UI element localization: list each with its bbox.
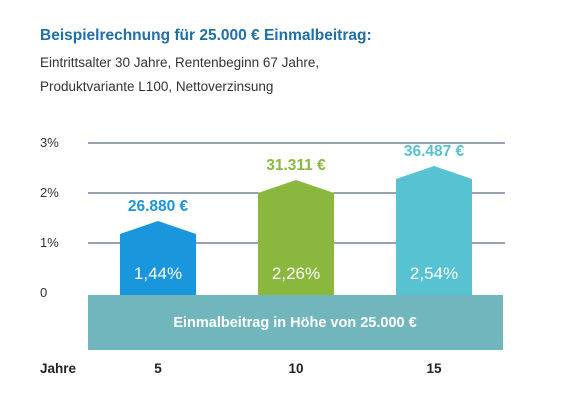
- bar-amount-label: 36.487 €: [404, 143, 465, 160]
- y-tick-label: 0: [40, 285, 47, 300]
- x-axis-title: Jahre: [40, 361, 77, 376]
- base-band-rect: [88, 295, 503, 350]
- bar-amount-label: 31.311 €: [266, 157, 326, 174]
- bar-15: [396, 166, 472, 295]
- bars: 1,44% 26.880 € 2,26% 31.311 € 2,54% 36.487 €: [120, 143, 472, 295]
- bar-amount-label: 26.880 €: [128, 198, 189, 215]
- x-tick-label: 15: [426, 361, 442, 376]
- bar-value-label: 1,44%: [134, 264, 182, 283]
- y-tick-label: 1%: [40, 235, 59, 250]
- x-axis: Jahre 5 10 15: [40, 361, 442, 376]
- y-tick-labels: 0 1% 2% 3%: [40, 135, 59, 300]
- x-tick-label: 5: [154, 361, 162, 376]
- bar-5: [120, 221, 196, 295]
- base-band-label: Einmalbeitrag in Höhe von 25.000 €: [173, 315, 416, 331]
- chart-title: Beispielrechnung für 25.000 € Einmalbeit…: [40, 27, 372, 44]
- subtitle-line-1: Eintrittsalter 30 Jahre, Rentenbeginn 67…: [40, 55, 320, 70]
- x-tick-label: 10: [288, 361, 303, 376]
- y-tick-label: 2%: [40, 185, 59, 200]
- bar-value-label: 2,26%: [272, 264, 320, 283]
- base-band: Einmalbeitrag in Höhe von 25.000 €: [88, 295, 503, 350]
- y-tick-label: 3%: [40, 135, 59, 150]
- bar-10: [258, 180, 334, 295]
- bar-value-label: 2,54%: [410, 264, 458, 283]
- subtitle-line-2: Produktvariante L100, Nettoverzinsung: [40, 79, 274, 94]
